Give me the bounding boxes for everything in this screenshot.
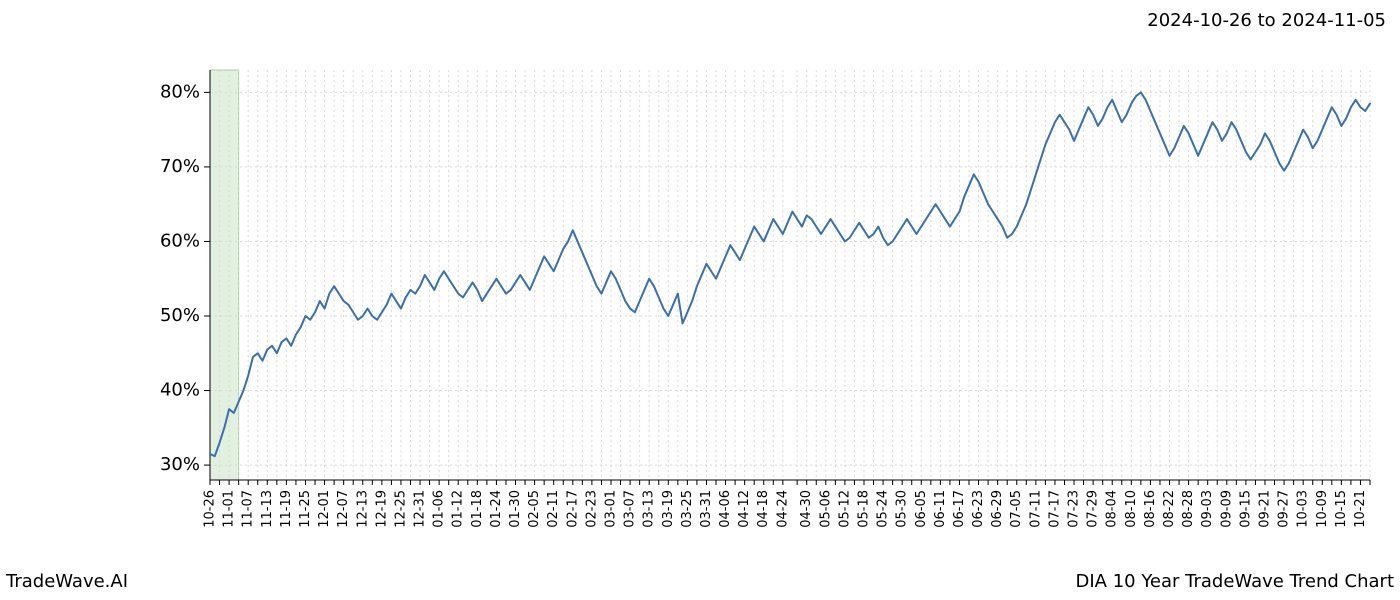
x-tick-label: 12-13 [355,490,370,528]
x-tick-label: 06-11 [933,490,948,528]
x-tick-label: 06-17 [952,490,967,528]
x-tick-label: 02-11 [546,490,561,528]
x-tick-label: 08-22 [1162,490,1177,528]
y-tick-label: 60% [160,230,200,251]
x-tick-label: 05-18 [856,490,871,528]
x-tick-label: 05-12 [837,490,852,528]
x-tick-label: 02-17 [565,490,580,528]
x-tick-label: 03-25 [680,490,695,528]
x-tick-label: 09-09 [1219,490,1234,528]
trend-chart: 30% 40% 50% 60% 70% 80% 10-26 11-01 11-07 11-13 1… [0,0,1400,600]
y-tick-label: 30% [160,454,200,475]
x-tick-label: 03-19 [661,490,676,528]
x-tick-label: 12-07 [336,490,351,528]
x-tick-label: 08-16 [1143,490,1158,528]
x-tick-label: 09-15 [1238,490,1253,528]
x-tick-label: 10-26 [203,490,218,528]
x-tick-label: 03-31 [699,490,714,528]
x-tick-label: 01-06 [432,490,447,528]
x-tick-label: 05-06 [818,490,833,528]
x-tick-label: 12-01 [317,490,332,528]
x-tick-label: 10-09 [1315,490,1330,528]
x-tick-label: 10-03 [1296,490,1311,528]
x-tick-label: 04-06 [718,490,733,528]
x-tick-label: 01-30 [508,490,523,528]
x-tick-label: 07-11 [1028,490,1043,528]
x-tick-label: 01-12 [451,490,466,528]
x-tick-label: 10-21 [1353,490,1368,528]
x-tick-label: 08-04 [1105,490,1120,528]
x-tick-label: 06-05 [914,490,929,528]
x-tick-label: 07-23 [1067,490,1082,528]
x-tick-label: 09-27 [1277,490,1292,528]
x-tick-label: 11-07 [241,490,256,528]
chart-container: { "header": { "date_range": "2024-10-26 … [0,0,1400,600]
x-tick-label: 02-05 [527,490,542,528]
x-tick-label: 01-18 [470,490,485,528]
x-tick-label: 05-24 [876,490,891,528]
x-tick-label: 01-24 [489,490,504,528]
x-tick-label: 06-29 [990,490,1005,528]
x-tick-label: 04-24 [775,490,790,528]
y-tick-label: 40% [160,380,200,401]
x-tick-label: 03-01 [603,490,618,528]
x-tick-label: 11-13 [260,490,275,528]
x-tick-label: 04-18 [756,490,771,528]
y-tick-label: 80% [160,81,200,102]
x-tick-label: 11-01 [222,490,237,528]
x-tick-label: 07-05 [1009,490,1024,528]
x-tick-label: 12-25 [393,490,408,528]
x-tick-label: 07-17 [1047,490,1062,528]
x-tick-label: 09-21 [1257,490,1272,528]
x-tick-label: 02-23 [584,490,599,528]
trend-line [210,92,1370,456]
x-tick-label: 11-25 [298,490,313,528]
x-tick-label: 06-23 [971,490,986,528]
x-tick-label: 03-13 [642,490,657,528]
x-tick-label: 05-30 [895,490,910,528]
x-tick-label: 03-07 [623,490,638,528]
x-tick-label: 07-29 [1086,490,1101,528]
y-tick-label: 50% [160,305,200,326]
x-tick-label: 04-12 [737,490,752,528]
x-tick-label: 11-19 [279,490,294,528]
x-tick-label: 10-15 [1334,490,1349,528]
x-tick-label: 12-31 [413,490,428,528]
x-tick-label: 04-30 [799,490,814,528]
y-tick-label: 70% [160,156,200,177]
x-tick-label: 08-28 [1181,490,1196,528]
x-tick-label: 09-03 [1200,490,1215,528]
x-tick-label: 12-19 [374,490,389,528]
x-tick-label: 08-10 [1124,490,1139,528]
